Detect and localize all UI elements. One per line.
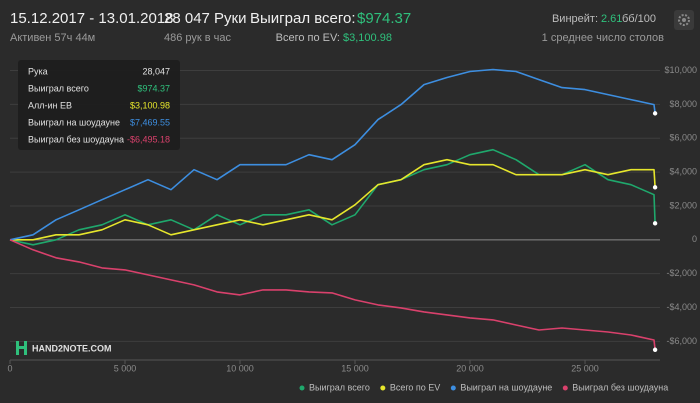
legend-label: Всего по EV [390, 382, 440, 392]
winrate-value: 2.61 [601, 13, 622, 25]
tooltip-value: $7,469.55 [130, 117, 170, 127]
tooltip: Рука 28,047 Выиграл всего $974.37 Алл-ин EB $… [18, 60, 180, 150]
legend-marker [450, 385, 456, 391]
x-tick-label: 25 000 [571, 363, 599, 373]
won-label: Выиграл всего: [250, 10, 356, 27]
won-value: $974.37 [357, 10, 411, 27]
tooltip-label: Выиграл без шоудауна [28, 134, 124, 144]
x-tick-label: 15 000 [341, 363, 369, 373]
x-tick-label: 0 [7, 363, 12, 373]
tooltip-label: Выиграл всего [28, 83, 89, 93]
tooltip-label: Выиграл на шоудауне [28, 117, 120, 127]
series-line [10, 158, 656, 241]
settings-icon[interactable] [674, 10, 694, 30]
x-tick-label: 5 000 [114, 363, 137, 373]
legend-marker [380, 385, 386, 391]
watermark-text: HAND2NOTE.COM [32, 343, 112, 353]
y-tick-label: -$6,000 [666, 336, 697, 346]
series-line [9, 239, 656, 350]
legend-marker [299, 385, 305, 391]
winrate-unit: бб/100 [622, 13, 656, 25]
y-tick-label: 0 [692, 234, 697, 244]
legend-label: Выиграл на шоудауне [460, 382, 552, 392]
tables: 1 среднее число столов [542, 32, 664, 44]
x-tick-label: 10 000 [226, 363, 254, 373]
watermark: HAND2NOTE.COM [16, 341, 112, 355]
y-tick-label: $6,000 [669, 133, 697, 143]
tooltip-label: Рука [28, 66, 48, 76]
series-line [9, 148, 656, 246]
end-point [652, 347, 658, 352]
y-tick-label: -$2,000 [666, 268, 697, 278]
x-tick-label: 20 000 [456, 363, 484, 373]
y-tick-label: $4,000 [669, 166, 697, 176]
legend-marker [562, 385, 568, 391]
ev-label: Всего по EV: [276, 32, 340, 44]
y-tick-label: $2,000 [669, 200, 697, 210]
tooltip-value: $3,100.98 [130, 100, 170, 110]
series-line [9, 68, 656, 241]
y-tick-label: -$4,000 [666, 302, 697, 312]
hands-per-hour: 486 рук в час [164, 32, 232, 44]
tooltip-label: Алл-ин EB [28, 100, 72, 110]
end-point [652, 221, 658, 226]
y-tick-label: $8,000 [669, 99, 697, 109]
legend-label: Выиграл всего [309, 382, 370, 392]
tooltip-value: 28,047 [142, 66, 170, 76]
active-time: Активен 57ч 44м [10, 32, 95, 44]
tooltip-value: -$6,495.18 [127, 134, 170, 144]
y-tick-label: $10,000 [664, 65, 697, 75]
end-point [652, 111, 658, 116]
date-range: 15.12.2017 - 13.01.2018 [10, 10, 173, 27]
tooltip-value: $974.37 [137, 83, 170, 93]
winrate-label: Винрейт: [552, 13, 598, 25]
hands: 28 047 Руки [164, 10, 247, 27]
legend-label: Выиграл без шоудауна [572, 382, 668, 392]
end-point [652, 185, 658, 190]
ev-value: $3,100.98 [343, 32, 392, 44]
